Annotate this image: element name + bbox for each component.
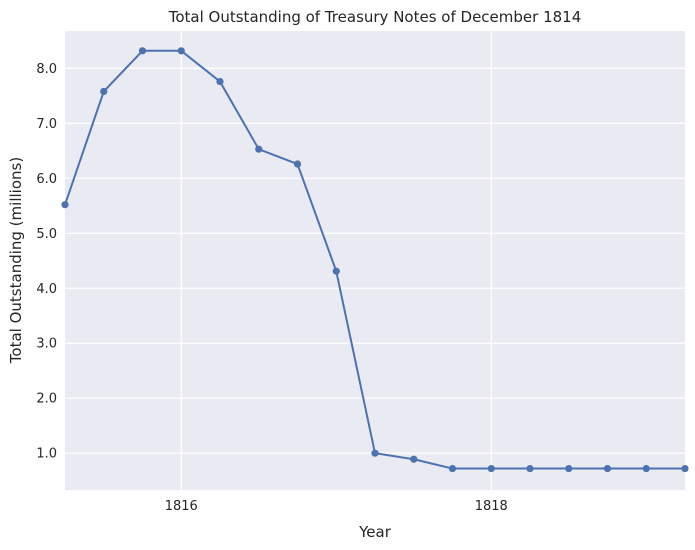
- x-tick-label: 1816: [165, 499, 198, 514]
- grid-lines: [65, 31, 685, 490]
- y-tick-label: 1.0: [36, 447, 57, 462]
- data-point: [255, 145, 263, 153]
- plot-area: [65, 31, 685, 490]
- data-point: [293, 160, 302, 168]
- data-series: [61, 47, 689, 473]
- y-tick-label: 8.0: [36, 62, 57, 77]
- chart-title: Total Outstanding of Treasury Notes of D…: [168, 8, 582, 26]
- y-tick-label: 7.0: [36, 117, 57, 132]
- data-point: [526, 464, 534, 473]
- data-point: [410, 455, 418, 463]
- x-tick-labels: 1816 1818: [165, 499, 508, 514]
- x-axis-title: Year: [358, 523, 392, 541]
- data-point: [603, 464, 612, 473]
- y-tick-label: 3.0: [36, 337, 57, 352]
- data-point: [216, 77, 224, 86]
- y-axis-title: Total Outstanding (millions): [7, 157, 25, 364]
- data-point: [138, 47, 147, 55]
- data-point: [681, 464, 689, 473]
- y-tick-labels: 1.0 2.0 3.0 4.0 5.0 6.0 7.0 8.0: [36, 62, 57, 462]
- data-point: [642, 464, 650, 473]
- data-point: [371, 449, 379, 457]
- y-tick-label: 5.0: [36, 227, 57, 242]
- data-point: [448, 464, 457, 473]
- y-tick-label: 4.0: [36, 282, 57, 297]
- x-tick-label: 1818: [475, 499, 508, 514]
- data-point: [332, 267, 340, 275]
- data-point: [100, 87, 108, 96]
- data-point: [487, 464, 495, 473]
- data-point: [565, 464, 573, 473]
- data-point: [61, 201, 69, 209]
- y-tick-label: 6.0: [36, 172, 57, 187]
- data-point: [177, 47, 185, 55]
- y-tick-label: 2.0: [36, 392, 57, 407]
